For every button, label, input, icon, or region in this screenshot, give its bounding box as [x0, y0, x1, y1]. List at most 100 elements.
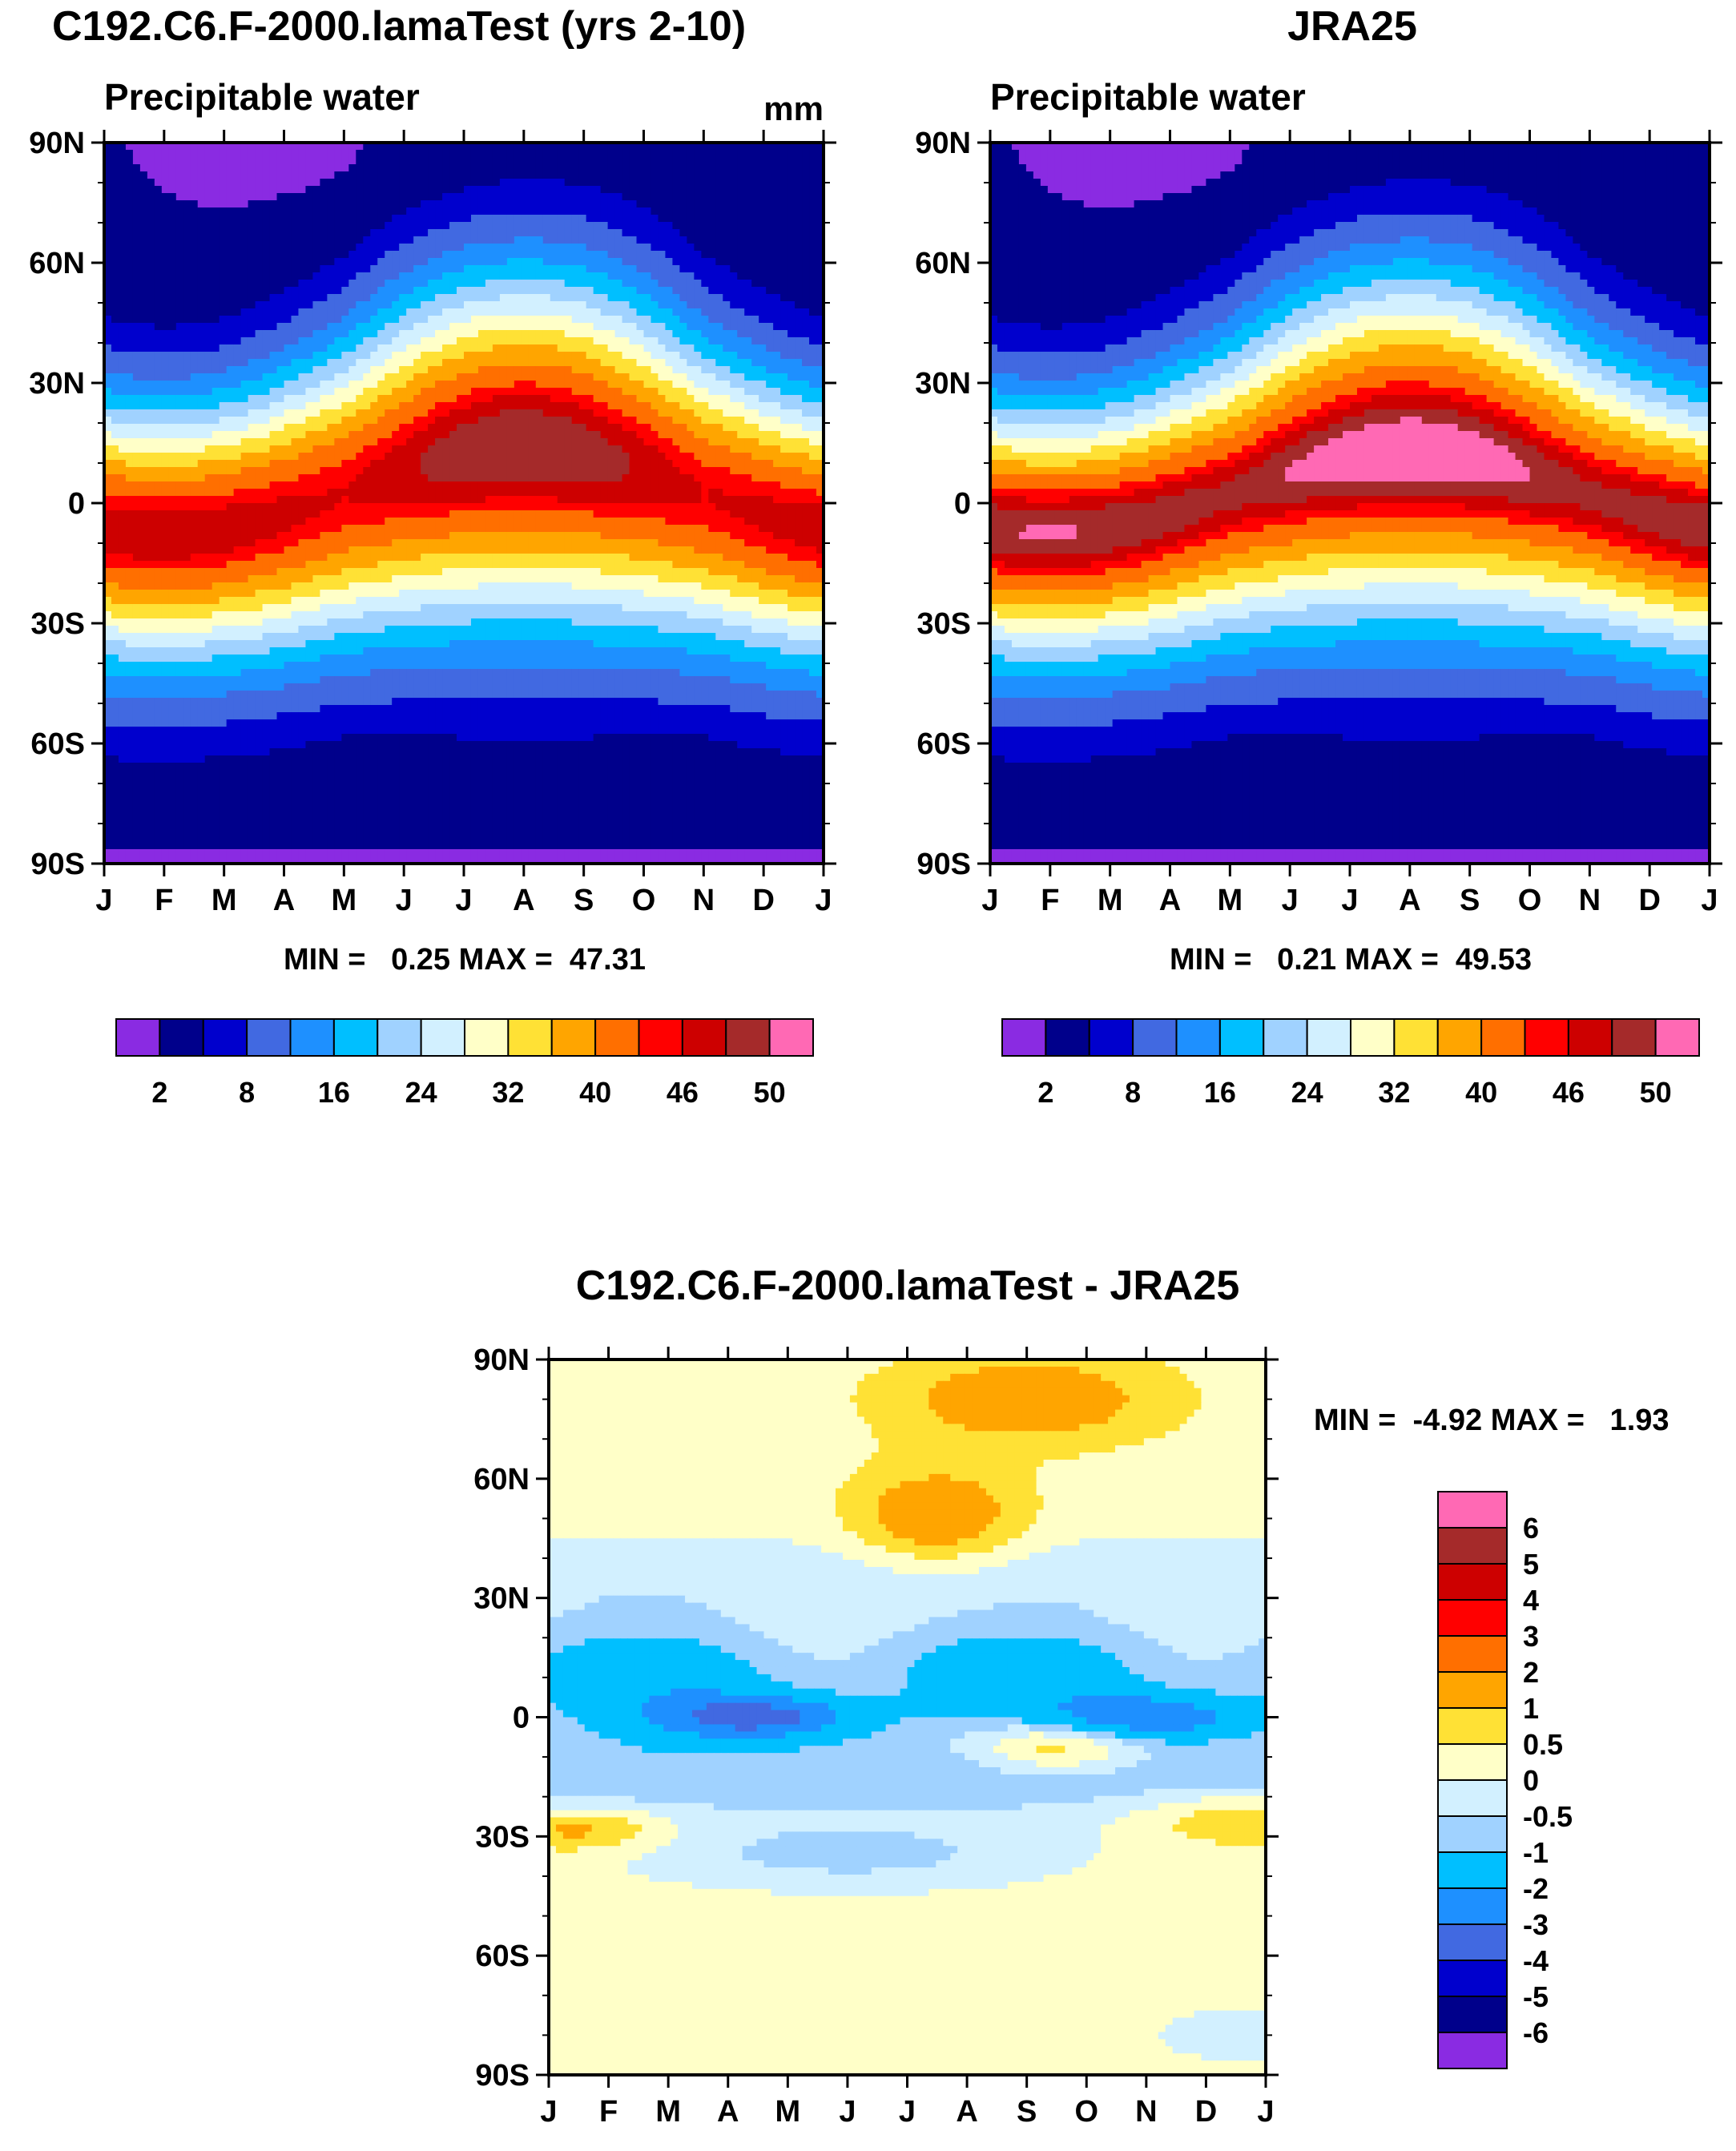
contour-cell	[650, 489, 659, 497]
contour-cell	[356, 258, 364, 266]
contour-cell	[226, 352, 235, 360]
contour-cell	[557, 171, 566, 179]
contour-cell	[104, 474, 112, 482]
contour-cell	[276, 496, 285, 504]
contour-cell	[104, 352, 112, 360]
contour-cell	[442, 171, 450, 179]
contour-cell	[564, 301, 573, 309]
contour-cell	[629, 445, 638, 453]
contour-cell	[744, 215, 752, 223]
contour-cell	[715, 308, 723, 316]
contour-cell	[219, 229, 228, 237]
contour-cell	[413, 143, 421, 151]
contour-cell	[413, 287, 421, 295]
contour-cell	[578, 388, 587, 396]
contour-cell	[499, 395, 508, 403]
contour-cell	[442, 424, 450, 432]
contour-cell	[773, 366, 781, 374]
contour-cell	[679, 359, 687, 367]
contour-cell	[413, 265, 421, 273]
contour-cell	[586, 280, 594, 288]
contour-cell	[550, 287, 558, 295]
contour-cell	[399, 280, 407, 288]
contour-cell	[679, 431, 687, 439]
contour-cell	[269, 150, 278, 158]
contour-cell	[550, 337, 558, 345]
contour-cell	[499, 359, 508, 367]
contour-cell	[506, 287, 515, 295]
contour-cell	[629, 294, 638, 302]
contour-cell	[305, 229, 314, 237]
contour-cell	[305, 222, 314, 230]
contour-cell	[240, 143, 249, 151]
contour-cell	[701, 489, 709, 497]
contour-cell	[535, 294, 544, 302]
contour-cell	[470, 366, 479, 374]
contour-cell	[248, 215, 256, 223]
contour-cell	[320, 308, 328, 316]
contour-cell	[457, 193, 465, 201]
contour-cell	[132, 179, 141, 187]
contour-cell	[672, 388, 680, 396]
contour-cell	[809, 323, 817, 331]
contour-cell	[787, 179, 795, 187]
contour-cell	[464, 402, 472, 410]
contour-cell	[485, 171, 493, 179]
contour-cell	[499, 388, 508, 396]
contour-cell	[571, 381, 580, 389]
contour-cell	[248, 402, 256, 410]
contour-cell	[125, 496, 134, 504]
contour-cell	[485, 474, 493, 482]
contour-cell	[464, 179, 472, 187]
contour-cell	[132, 395, 141, 403]
panel-model-contour-field	[104, 143, 824, 864]
contour-cell	[305, 323, 314, 331]
contour-cell	[744, 373, 752, 381]
contour-cell	[470, 496, 479, 504]
contour-cell	[183, 424, 191, 432]
contour-cell	[233, 388, 242, 396]
contour-cell	[435, 409, 443, 417]
contour-cell	[759, 179, 767, 187]
contour-cell	[499, 366, 508, 374]
contour-cell	[514, 402, 522, 410]
contour-cell	[730, 402, 738, 410]
contour-cell	[104, 395, 112, 403]
contour-cell	[485, 207, 493, 216]
contour-cell	[233, 460, 242, 468]
contour-cell	[701, 496, 709, 504]
contour-cell	[787, 308, 795, 316]
contour-cell	[766, 244, 774, 252]
contour-cell	[521, 402, 530, 410]
contour-cell	[356, 453, 364, 461]
contour-cell	[161, 244, 170, 252]
contour-cell	[356, 409, 364, 417]
contour-cell	[809, 200, 817, 208]
contour-cell	[723, 164, 731, 172]
contour-cell	[233, 150, 242, 158]
contour-cell	[392, 150, 400, 158]
contour-cell	[356, 481, 364, 489]
contour-cell	[521, 366, 530, 374]
contour-cell	[211, 193, 220, 201]
contour-cell	[672, 496, 680, 504]
contour-cell	[550, 236, 558, 244]
contour-cell	[219, 150, 228, 158]
contour-cell	[284, 308, 292, 316]
contour-cell	[816, 222, 824, 230]
contour-cell	[204, 431, 213, 439]
contour-cell	[183, 474, 191, 482]
contour-cell	[197, 157, 206, 165]
contour-cell	[139, 496, 148, 504]
contour-cell	[499, 280, 508, 288]
contour-cell	[341, 402, 349, 410]
contour-cell	[399, 366, 407, 374]
contour-cell	[737, 244, 745, 252]
contour-cell	[607, 402, 616, 410]
contour-cell	[168, 186, 177, 194]
contour-cell	[614, 402, 623, 410]
contour-cell	[737, 337, 745, 345]
contour-cell	[385, 164, 393, 172]
contour-cell	[197, 272, 206, 280]
contour-cell	[197, 215, 206, 223]
